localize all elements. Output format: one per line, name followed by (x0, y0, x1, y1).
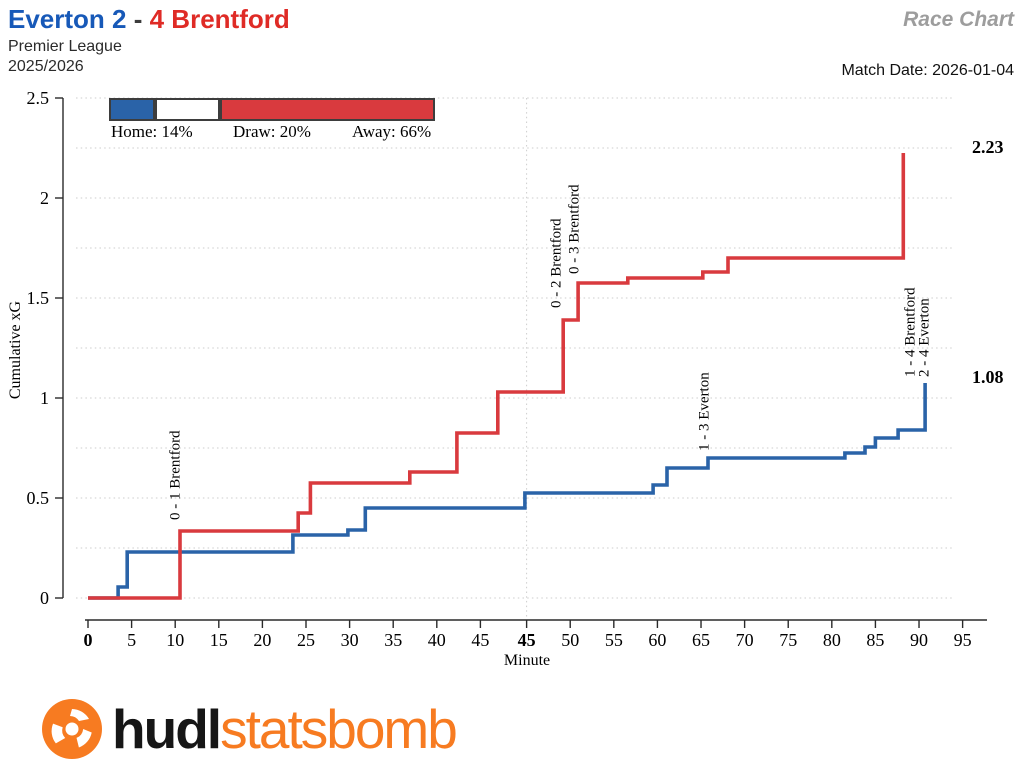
goal-label: 0 - 3 Brentford (567, 184, 583, 274)
away-probability-segment (219, 98, 435, 121)
svg-text:80: 80 (823, 630, 841, 650)
season-label: 2025/2026 (8, 58, 84, 75)
draw-probability-segment (154, 98, 220, 121)
everton-xg-line (88, 383, 927, 600)
brentford-xg-line (88, 153, 906, 600)
brentford-final-xg: 2.23 (972, 137, 1004, 157)
svg-text:10: 10 (166, 630, 184, 650)
svg-text:50: 50 (561, 630, 579, 650)
svg-text:95: 95 (954, 630, 972, 650)
gridlines (76, 97, 953, 620)
svg-text:0: 0 (40, 588, 49, 608)
goal-label: 0 - 2 Brentford (548, 218, 564, 308)
logo-statsbomb: statsbomb (220, 698, 458, 760)
x-axis: 0 5 10 15 20 25 30 35 40 45 45 50 55 60 65 70 75 80 85 90 95… (84, 619, 987, 669)
svg-text:1.5: 1.5 (27, 288, 50, 308)
svg-text:1: 1 (40, 388, 49, 408)
svg-text:15: 15 (210, 630, 228, 650)
home-probability-segment (109, 98, 155, 121)
svg-text:55: 55 (605, 630, 623, 650)
chart-type-label: Race Chart (903, 8, 1014, 31)
home-probability-label: Home: 14% (111, 122, 193, 141)
svg-text:60: 60 (648, 630, 666, 650)
title-separator: - (126, 4, 150, 34)
hudl-statsbomb-logo: hudlstatsbomb (40, 697, 458, 761)
svg-text:30: 30 (341, 630, 359, 650)
svg-text:0.5: 0.5 (27, 488, 50, 508)
svg-text:45: 45 (518, 630, 536, 650)
svg-text:5: 5 (127, 630, 136, 650)
svg-text:20: 20 (253, 630, 271, 650)
svg-text:65: 65 (692, 630, 710, 650)
statsbomb-ball-icon (42, 699, 102, 759)
svg-text:40: 40 (428, 630, 446, 650)
svg-text:90: 90 (910, 630, 928, 650)
logo-hudl: hudl (112, 698, 222, 760)
page-title: Everton 2 - 4 Brentford (8, 4, 290, 35)
svg-text:25: 25 (297, 630, 315, 650)
everton-final-xg: 1.08 (972, 367, 1004, 387)
svg-text:70: 70 (736, 630, 754, 650)
goal-label: 0 - 1 Brentford (167, 430, 183, 520)
goal-label: 2 - 4 Everton (916, 298, 932, 377)
win-probability-bar (109, 98, 435, 121)
x-axis-title: Minute (504, 652, 550, 669)
svg-text:35: 35 (384, 630, 402, 650)
draw-probability-label: Draw: 20% (233, 122, 311, 141)
svg-text:75: 75 (779, 630, 797, 650)
y-axis: 0 0.5 1 1.5 2 2.5 Cumulative xG (7, 88, 64, 608)
y-axis-title: Cumulative xG (7, 300, 24, 399)
title-home-team: Everton 2 (8, 4, 127, 34)
win-probability-legend: Home: 14% Draw: 20% Away: 66% (109, 98, 435, 144)
svg-text:85: 85 (866, 630, 884, 650)
title-away-team: 4 Brentford (149, 4, 290, 34)
away-probability-label: Away: 66% (352, 122, 432, 141)
svg-text:2: 2 (40, 188, 49, 208)
match-date-label: Match Date: 2026-01-04 (841, 62, 1014, 79)
svg-text:0: 0 (84, 630, 93, 650)
competition-label: Premier League (8, 38, 122, 55)
svg-text:45: 45 (471, 630, 489, 650)
logo-text: hudlstatsbomb (112, 698, 458, 760)
goal-label: 1 - 3 Everton (697, 372, 713, 451)
svg-text:2.5: 2.5 (27, 88, 50, 108)
goal-label: 1 - 4 Brentford (902, 287, 918, 377)
win-probability-labels: Home: 14% Draw: 20% Away: 66% (109, 122, 435, 144)
